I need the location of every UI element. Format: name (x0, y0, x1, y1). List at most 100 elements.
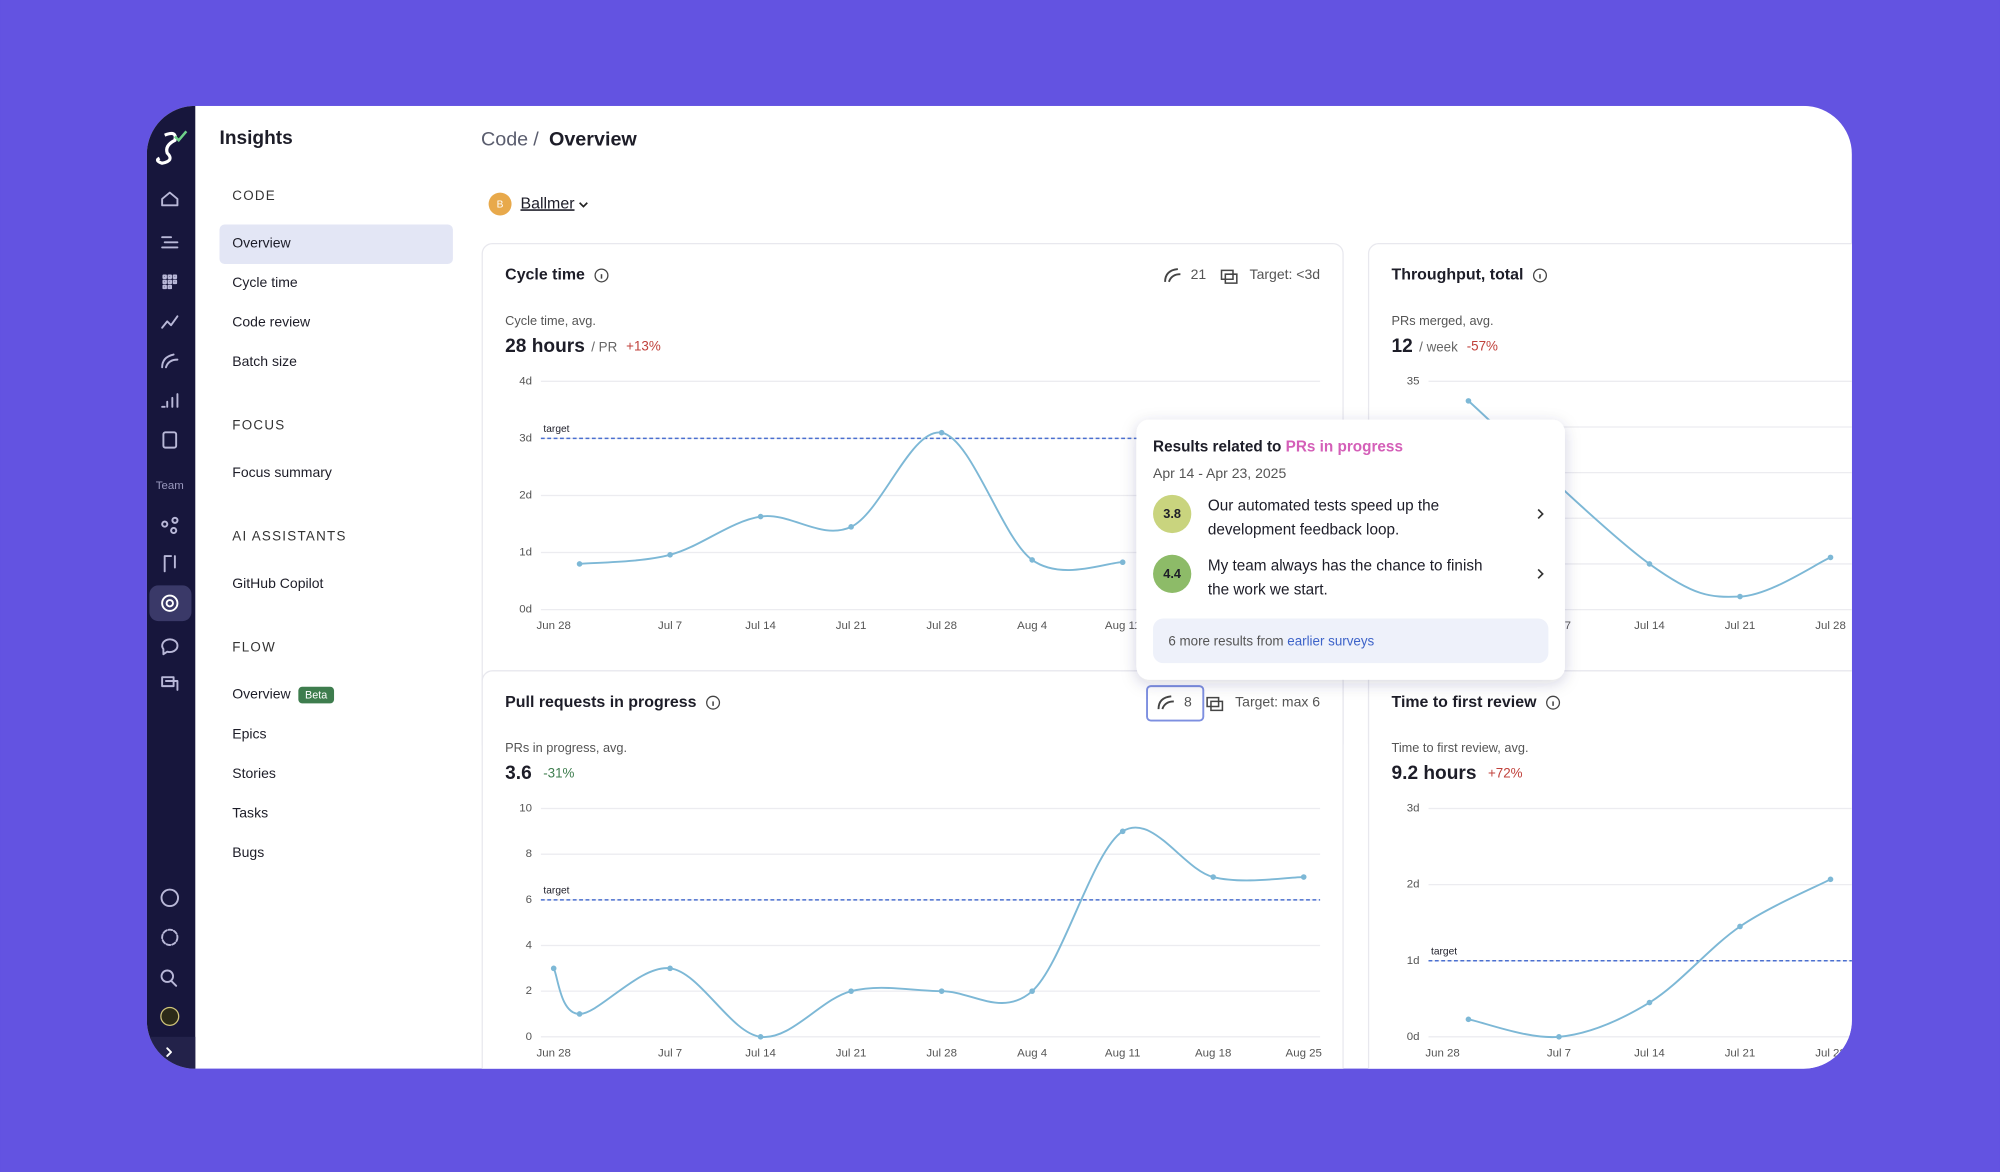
y-tick-label: 2d (519, 489, 532, 501)
survey-icon (1157, 695, 1174, 710)
data-point (757, 513, 764, 520)
chart-title: Time to first review (1392, 694, 1538, 711)
survey-icon[interactable] (161, 353, 179, 369)
team-icon[interactable] (161, 516, 179, 534)
nav-item[interactable]: Focus summary (232, 464, 332, 480)
nav-item[interactable]: Epics (232, 725, 266, 741)
metric-change: -57% (1467, 338, 1498, 353)
y-tick-label: 4d (519, 375, 532, 387)
result-text: development feedback loop. (1208, 522, 1399, 539)
survey-icon (1164, 268, 1181, 283)
x-tick-label: Jul 7 (658, 1047, 682, 1059)
metric-value: 3.6 (505, 763, 532, 784)
x-tick-label: Jul 21 (1725, 1047, 1756, 1059)
data-point (1119, 559, 1126, 566)
grid-icon[interactable] (162, 274, 178, 290)
y-tick-label: 3d (1407, 803, 1420, 815)
data-point (1465, 398, 1472, 404)
score: 3.8 (1163, 506, 1181, 521)
pr-icon[interactable] (163, 555, 176, 573)
home-icon[interactable] (161, 191, 179, 207)
data-point (1210, 874, 1217, 880)
x-tick-label: Jul 7 (658, 620, 682, 632)
nav-item[interactable]: Cycle time (232, 274, 298, 290)
charts: Cycle time Target: <3d 21 Cycle time, avg. 2… (481, 242, 1852, 1069)
popup-topic[interactable]: PRs in progress (1286, 439, 1403, 456)
info-icon[interactable] (1546, 695, 1561, 710)
expand-icon[interactable] (166, 1047, 173, 1057)
result-chevron[interactable] (1537, 508, 1544, 519)
info-icon[interactable] (1532, 268, 1548, 283)
info-icon[interactable] (706, 695, 721, 710)
survey-count[interactable]: 21 (1191, 266, 1207, 282)
data-point (550, 965, 557, 972)
metric-label: Time to first review, avg. (1392, 740, 1529, 755)
stack-icon[interactable] (161, 676, 179, 691)
logo[interactable] (155, 131, 177, 165)
y-tick-label: 2d (1407, 879, 1420, 891)
x-tick-label: Jul 14 (1634, 1047, 1665, 1059)
bars-icon[interactable] (161, 393, 179, 408)
result-chevron[interactable] (1537, 568, 1544, 579)
breadcrumb-separator: / (533, 129, 539, 151)
y-tick-label: 4 (526, 940, 533, 952)
data-point (667, 965, 673, 972)
nav-item[interactable]: Overview (232, 234, 291, 250)
nav-item[interactable]: Overview (232, 686, 291, 702)
data-point (938, 429, 945, 436)
chart-title: Pull requests in progress (505, 694, 696, 711)
settings-icon[interactable] (161, 928, 179, 946)
data-point (1646, 561, 1653, 567)
trend-icon[interactable] (161, 315, 179, 329)
chat-icon[interactable] (161, 638, 179, 656)
data-point (1556, 1034, 1562, 1040)
team-selector[interactable]: Ballmer (520, 195, 575, 212)
calc-icon[interactable] (162, 431, 178, 449)
nav-item[interactable]: GitHub Copilot (232, 575, 323, 591)
nav-item[interactable]: Tasks (232, 804, 268, 820)
popup-footer-link[interactable]: earlier surveys (1287, 633, 1374, 648)
x-tick-label: Aug 4 (1017, 620, 1048, 632)
nav-heading: FOCUS (232, 417, 285, 432)
target-icon (1206, 696, 1224, 712)
x-tick-label: Jul 21 (1725, 620, 1756, 632)
team-chevron[interactable] (579, 202, 588, 208)
metric-value: 9.2 hours (1392, 763, 1477, 784)
y-tick-label: 0 (526, 1031, 532, 1043)
nav-badge-box (298, 686, 335, 704)
page-header: Code / Overview B Ballmer (481, 129, 637, 216)
focus-icon[interactable] (161, 594, 179, 612)
popup-content: Results related to PRs in progress Apr 1… (1153, 439, 1549, 664)
data-point (1119, 828, 1126, 835)
nav-item[interactable]: Stories (232, 765, 276, 781)
y-tick-label: 35 (1407, 375, 1420, 387)
info-icon[interactable] (594, 268, 609, 283)
nav-item[interactable]: Batch size (232, 353, 297, 369)
user-avatar[interactable] (160, 1006, 180, 1026)
chart-title: Throughput, total (1392, 267, 1524, 284)
nav-item[interactable]: Code review (232, 313, 311, 329)
y-tick-label: 1d (1407, 955, 1420, 967)
popup-title-text: Results related to (1153, 439, 1281, 456)
help-icon[interactable] (160, 888, 180, 908)
data-point (1646, 999, 1653, 1006)
search-icon[interactable] (160, 969, 178, 987)
metric-label: PRs in progress, avg. (505, 740, 627, 755)
x-tick-label: Aug 11 (1105, 1047, 1141, 1059)
popup-dates: Apr 14 - Apr 23, 2025 (1153, 465, 1286, 481)
data-point (1029, 557, 1035, 563)
y-tick-label: 6 (526, 894, 532, 906)
survey-count[interactable]: 8 (1184, 693, 1192, 709)
roadmap-icon[interactable] (161, 236, 179, 249)
x-tick-label: Aug 4 (1017, 1047, 1048, 1059)
data-point (576, 1011, 583, 1017)
nav-item[interactable]: Bugs (232, 844, 264, 860)
chart-panel (481, 670, 1344, 1069)
target-label: target (1431, 946, 1457, 957)
x-tick-label: Jun 28 (1425, 1047, 1459, 1059)
breadcrumb-parent[interactable]: Code (481, 129, 528, 151)
x-tick-label: Jul 28 (926, 620, 957, 632)
chart-title: Cycle time (505, 267, 585, 284)
